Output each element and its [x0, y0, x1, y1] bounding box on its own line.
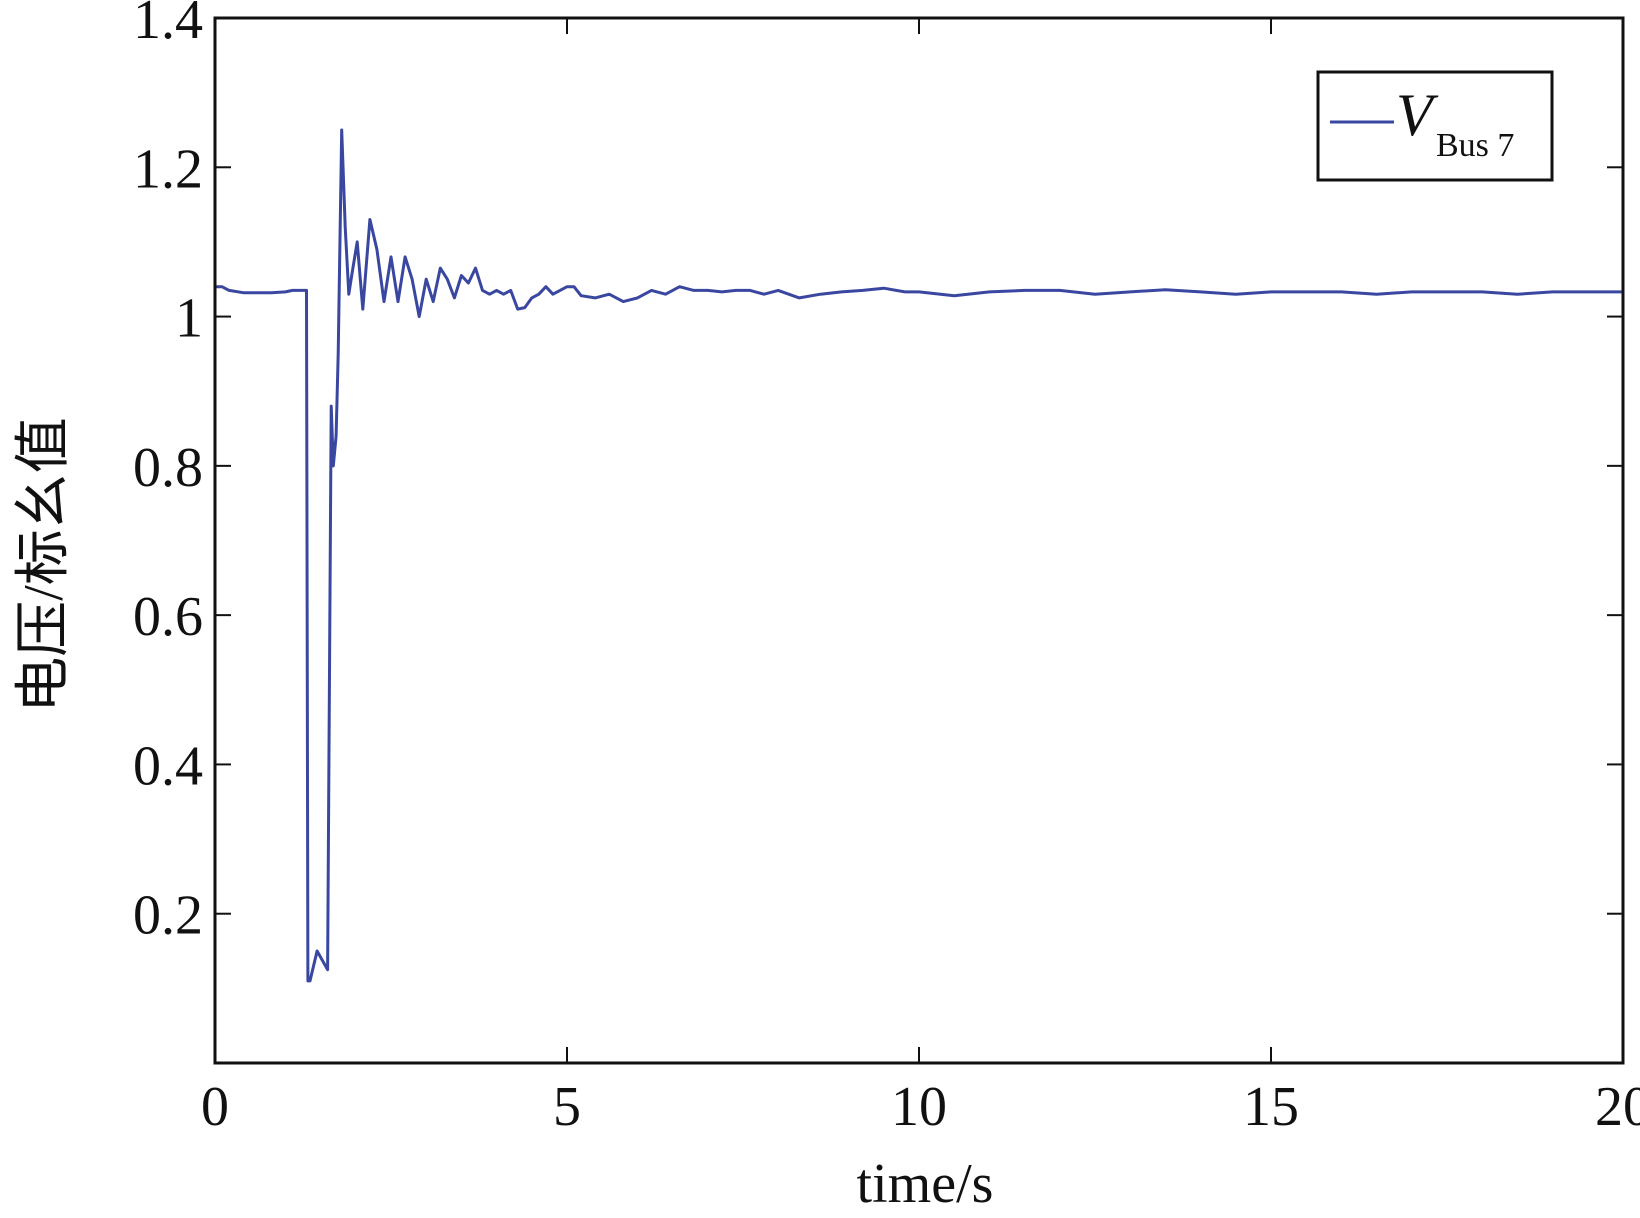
x-tick-label: 15	[1243, 1076, 1299, 1138]
y-tick-label: 1.2	[133, 138, 203, 200]
legend-box	[1316, 70, 1554, 182]
x-tick-label: 5	[553, 1076, 581, 1138]
plot-frame	[213, 16, 1625, 1065]
x-axis-title: time/s	[857, 1153, 994, 1215]
y-tick-label: 0.4	[133, 735, 203, 797]
x-tick-label: 10	[891, 1076, 947, 1138]
x-axis-ticks: 0 5 10 15 20	[201, 18, 1640, 1138]
y-axis-ticks: 0.2 0.4 0.6 0.8 1 1.2 1.4	[133, 0, 1623, 947]
legend-label-main: V	[1396, 82, 1439, 148]
y-axis-title: 电压/标幺值	[13, 417, 75, 713]
series-line-v-bus-7	[215, 128, 1623, 983]
y-tick-label: 1.4	[133, 0, 203, 51]
legend: V Bus 7	[1316, 70, 1554, 182]
x-tick-label: 20	[1595, 1076, 1640, 1138]
x-tick-label: 0	[201, 1076, 229, 1138]
series-layer	[215, 128, 1623, 983]
y-tick-label: 0.6	[133, 586, 203, 648]
y-tick-label: 0.8	[133, 437, 203, 499]
legend-label-sub: Bus 7	[1436, 127, 1514, 164]
y-tick-label: 1	[175, 288, 203, 350]
y-tick-label: 0.2	[133, 885, 203, 947]
